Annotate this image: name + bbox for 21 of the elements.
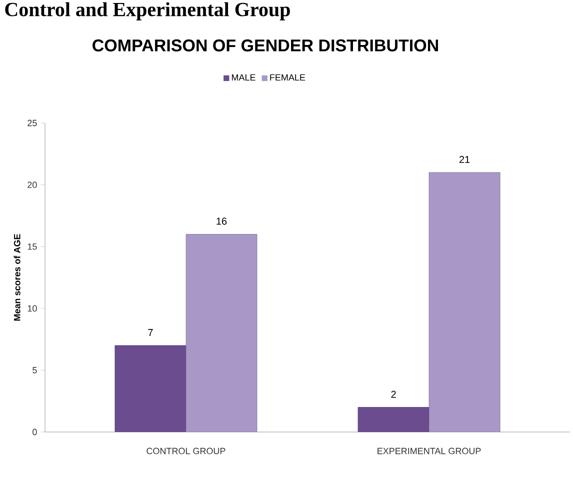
- y-tick-label: 15: [28, 243, 37, 250]
- bar: [114, 345, 186, 432]
- text: Control and Experimental Group: [5, 2, 290, 20]
- data-label: 16: [216, 218, 227, 225]
- bar: [186, 234, 258, 432]
- data-label: 21: [459, 156, 470, 163]
- data-label: 2: [391, 390, 396, 398]
- legend-label: FEMALE: [270, 74, 306, 81]
- legend-label: MALE: [232, 74, 256, 81]
- y-tick-label: 10: [28, 305, 37, 312]
- y-tick-label: 5: [32, 367, 37, 374]
- x-tick-label: CONTROL GROUP: [146, 448, 226, 454]
- bar: [358, 407, 430, 432]
- y-tick-label: 0: [32, 428, 37, 436]
- bar: [428, 172, 500, 432]
- y-axis-title: Mean scores of AGE: [14, 234, 20, 321]
- y-tick-label: 20: [28, 182, 37, 188]
- x-tick-label: EXPERIMENTAL GROUP: [378, 448, 481, 454]
- chart-title: COMPARISON OF GENDER DISTRIBUTION: [92, 39, 438, 52]
- y-tick-label: 25: [28, 120, 37, 126]
- data-label: 7: [148, 329, 153, 336]
